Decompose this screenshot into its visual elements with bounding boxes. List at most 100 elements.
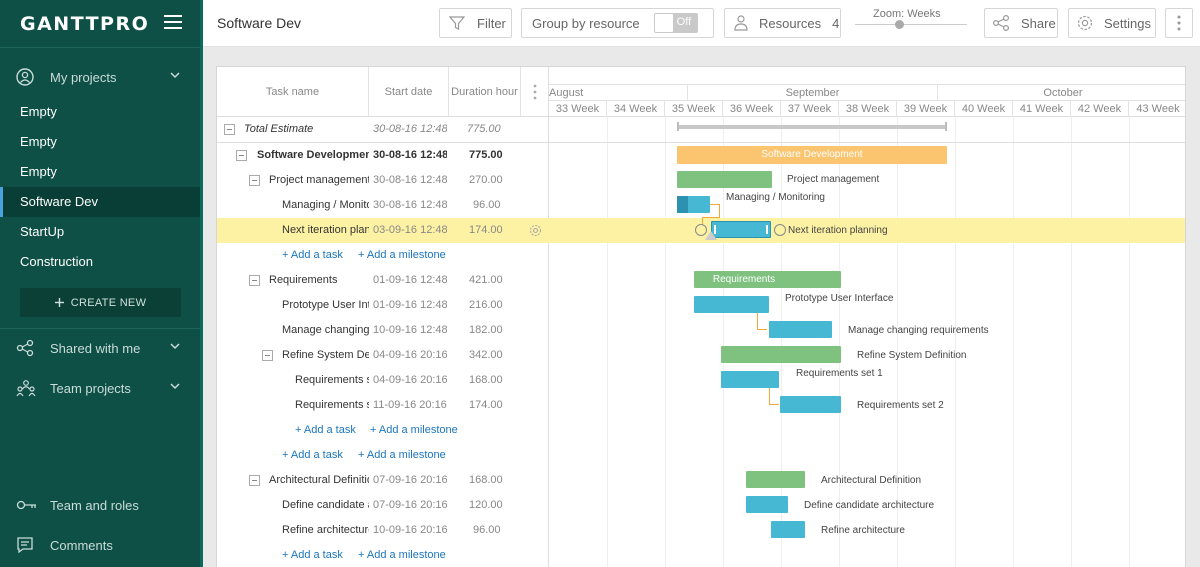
share-button[interactable]: Share: [984, 8, 1058, 38]
gantt-bar-prototype-ui[interactable]: [694, 296, 769, 313]
task-start: 07-09-16 20:16: [373, 499, 447, 511]
add-task-link[interactable]: + Add a task: [282, 249, 343, 261]
task-duration: 216.00: [469, 299, 503, 311]
task-duration: 342.00: [469, 349, 503, 361]
gridline: [607, 117, 608, 567]
task-start: 30-08-16 12:48: [373, 123, 447, 135]
filter-button[interactable]: Filter: [439, 8, 512, 38]
project-item-startup[interactable]: StartUp: [20, 224, 65, 239]
table-row[interactable]: Total Estimate 30-08-16 12:48 775.00: [217, 117, 1185, 143]
collapse-icon[interactable]: [249, 475, 260, 486]
team-and-roles-item[interactable]: Team and roles: [0, 490, 200, 520]
task-duration: 182.00: [469, 324, 503, 336]
project-item-empty-3[interactable]: Empty: [20, 164, 57, 179]
table-row[interactable]: Project management 30-08-16 12:48 270.00: [217, 168, 1185, 193]
collapse-icon[interactable]: [262, 350, 273, 361]
gantt-bar-next-iteration-planning[interactable]: [711, 221, 771, 238]
add-task-link[interactable]: + Add a task: [282, 449, 343, 461]
table-row[interactable]: Requirements 01-09-16 12:48 421.00: [217, 268, 1185, 293]
table-row[interactable]: Define candidate architecture 07-09-16 2…: [217, 493, 1185, 518]
project-item-empty-2[interactable]: Empty: [20, 134, 57, 149]
task-duration: 775.00: [467, 123, 501, 135]
collapse-icon[interactable]: [236, 150, 247, 161]
table-row[interactable]: Prototype User Interface 01-09-16 12:48 …: [217, 293, 1185, 318]
gantt-bar-architectural-definition[interactable]: [746, 471, 805, 488]
table-row[interactable]: Requirements set 2 11-09-16 20:16 174.00: [217, 393, 1185, 418]
week-34: 34 Week: [607, 101, 665, 117]
project-item-software-dev[interactable]: Software Dev: [0, 187, 200, 217]
task-start: 10-09-16 12:48: [373, 324, 447, 336]
plus-icon: [54, 298, 64, 307]
gantt-bar-refine-system[interactable]: [721, 346, 841, 363]
gantt-bar-software-development[interactable]: Software Development: [677, 146, 947, 164]
bar-label: Software Development: [761, 149, 863, 160]
gantt-bar-requirements-set-1[interactable]: [721, 371, 779, 388]
bar-label: Next iteration planning: [788, 225, 888, 236]
collapse-icon[interactable]: [249, 275, 260, 286]
add-milestone-link[interactable]: + Add a milestone: [358, 249, 446, 261]
resize-handle-left[interactable]: [714, 225, 716, 234]
project-item-empty-1[interactable]: Empty: [20, 104, 57, 119]
resources-button[interactable]: Resources 4: [724, 8, 841, 38]
task-start: 04-09-16 20:16: [373, 349, 447, 361]
column-header-task-name[interactable]: Task name: [217, 67, 369, 117]
task-duration: 120.00: [469, 499, 503, 511]
add-task-link[interactable]: + Add a task: [282, 549, 343, 561]
more-options-button[interactable]: [1165, 8, 1193, 38]
zoom-slider-handle[interactable]: [895, 20, 904, 29]
gear-icon[interactable]: [529, 224, 542, 237]
settings-button[interactable]: Settings: [1068, 8, 1156, 38]
zoom-control[interactable]: Zoom: Weeks: [855, 0, 967, 47]
dependency-line: [710, 204, 720, 218]
gantt-bar-requirements[interactable]: Requirements: [694, 271, 841, 288]
menu-icon[interactable]: [164, 14, 182, 30]
user-circle-icon: [16, 68, 34, 86]
task-duration: 174.00: [469, 399, 503, 411]
team-projects-header[interactable]: Team projects: [0, 373, 200, 403]
collapse-icon[interactable]: [249, 175, 260, 186]
task-duration: 168.00: [469, 474, 503, 486]
add-milestone-link[interactable]: + Add a milestone: [370, 424, 458, 436]
total-estimate-bar[interactable]: [677, 125, 947, 129]
task-name: Manage changing requirements: [282, 324, 369, 336]
link-handle-left[interactable]: [695, 224, 707, 236]
column-header-start-date[interactable]: Start date: [369, 67, 449, 117]
comments-item[interactable]: Comments: [0, 530, 200, 560]
create-new-button[interactable]: CREATE NEW: [20, 288, 181, 317]
bar-label: Define candidate architecture: [804, 500, 935, 511]
task-duration: 168.00: [469, 374, 503, 386]
gantt-bar-project-management[interactable]: [677, 171, 772, 188]
group-by-resource-control[interactable]: Group by resource Off: [521, 8, 714, 38]
settings-label: Settings: [1104, 15, 1151, 31]
table-row[interactable]: Managing / Monitoring 30-08-16 12:48 96.…: [217, 193, 1185, 218]
table-row[interactable]: Software Development 30-08-16 12:48 775.…: [217, 143, 1185, 168]
logo-row: GANTTPRO: [0, 0, 200, 47]
collapse-icon[interactable]: [224, 124, 235, 135]
gantt-bar-manage-changing[interactable]: [769, 321, 832, 338]
gantt-bar-requirements-set-2[interactable]: [780, 396, 841, 413]
my-projects-header[interactable]: My projects: [0, 62, 200, 92]
link-handle-right[interactable]: [774, 224, 786, 236]
task-name: Total Estimate: [244, 123, 314, 135]
add-milestone-link[interactable]: + Add a milestone: [358, 549, 446, 561]
add-task-link[interactable]: + Add a task: [295, 424, 356, 436]
progress-handle-icon[interactable]: [705, 231, 717, 240]
table-row[interactable]: Requirements set 1 04-09-16 20:16 168.00: [217, 368, 1185, 393]
project-item-construction[interactable]: Construction: [20, 254, 93, 269]
gantt-bar-refine-architecture[interactable]: [771, 521, 805, 538]
gantt-bar-define-candidate[interactable]: [746, 496, 788, 513]
column-menu-button[interactable]: [521, 67, 548, 117]
column-header-duration[interactable]: Duration hour: [449, 67, 521, 117]
zoom-track: [855, 24, 967, 25]
table-row[interactable]: Refine System Definition 04-09-16 20:16 …: [217, 343, 1185, 368]
table-row[interactable]: Manage changing requirements 10-09-16 12…: [217, 318, 1185, 343]
table-row[interactable]: Architectural Definition 07-09-16 20:16 …: [217, 468, 1185, 493]
add-milestone-link[interactable]: + Add a milestone: [358, 449, 446, 461]
resize-handle-right[interactable]: [766, 225, 768, 234]
week-36: 36 Week: [723, 101, 781, 117]
group-by-resource-toggle[interactable]: Off: [653, 13, 698, 33]
table-row[interactable]: Refine architecture 10-09-16 20:16 96.00: [217, 518, 1185, 543]
bar-label: Refine System Definition: [857, 350, 967, 361]
gridline: [839, 117, 840, 567]
shared-with-me-header[interactable]: Shared with me: [0, 333, 200, 363]
